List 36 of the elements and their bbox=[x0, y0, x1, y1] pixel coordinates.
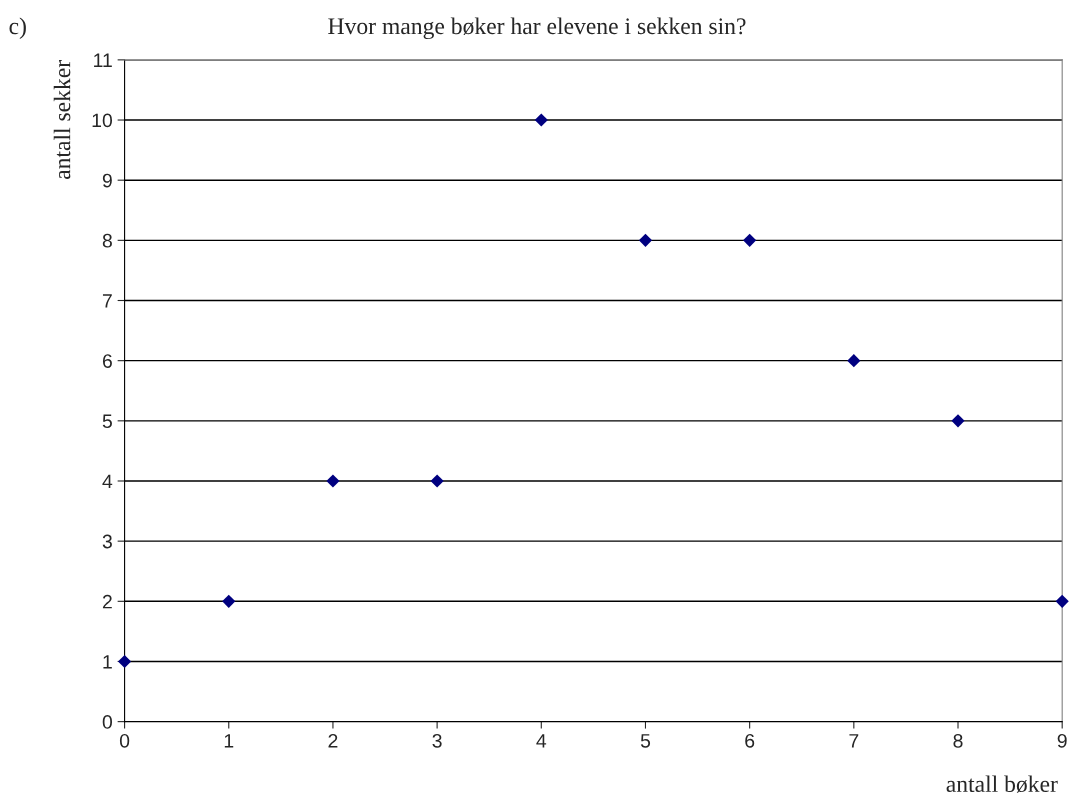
x-axis-title: antall bøker bbox=[946, 775, 1058, 793]
x-tick-label: 3 bbox=[432, 733, 442, 748]
x-tick-label: 2 bbox=[328, 733, 338, 748]
point bbox=[222, 594, 236, 608]
x-tick-label: 8 bbox=[953, 733, 963, 748]
y-axis-title: antall sekker bbox=[53, 60, 71, 180]
x-tick-label: 7 bbox=[849, 734, 859, 748]
y-tick-label: 11 bbox=[94, 53, 112, 67]
y-tick-label: 6 bbox=[102, 354, 112, 368]
y-tick-label: 1 bbox=[103, 655, 112, 669]
y-tick-label: 8 bbox=[102, 233, 112, 248]
point bbox=[326, 474, 340, 488]
chart-title: Hvor mange bøker har elevene i sekken sin? bbox=[328, 17, 746, 40]
point bbox=[847, 354, 861, 368]
y-tick-label: 0 bbox=[102, 715, 113, 729]
y-tick-label: 9 bbox=[102, 173, 112, 188]
x-tick-label: 1 bbox=[224, 734, 234, 748]
y-tick-label: 5 bbox=[102, 414, 112, 429]
y-tick-label: 7 bbox=[102, 294, 112, 308]
point bbox=[118, 654, 132, 669]
point bbox=[534, 113, 548, 127]
text: c) bbox=[9, 17, 26, 40]
point bbox=[638, 233, 653, 247]
x-tick-label: 5 bbox=[640, 734, 651, 748]
y-tick-label: 4 bbox=[102, 474, 113, 489]
point bbox=[430, 474, 444, 488]
x-tick-label: 6 bbox=[745, 733, 755, 748]
point bbox=[951, 414, 965, 428]
x-tick-label: 9 bbox=[1057, 733, 1067, 748]
x-tick-label: 0 bbox=[119, 733, 130, 748]
y-tick-label: 10 bbox=[92, 113, 113, 128]
y-tick-label: 2 bbox=[102, 594, 112, 609]
x-tick-label: 4 bbox=[536, 734, 547, 748]
point bbox=[743, 233, 757, 247]
point bbox=[1055, 594, 1069, 608]
y-tick-label: 3 bbox=[102, 534, 112, 549]
